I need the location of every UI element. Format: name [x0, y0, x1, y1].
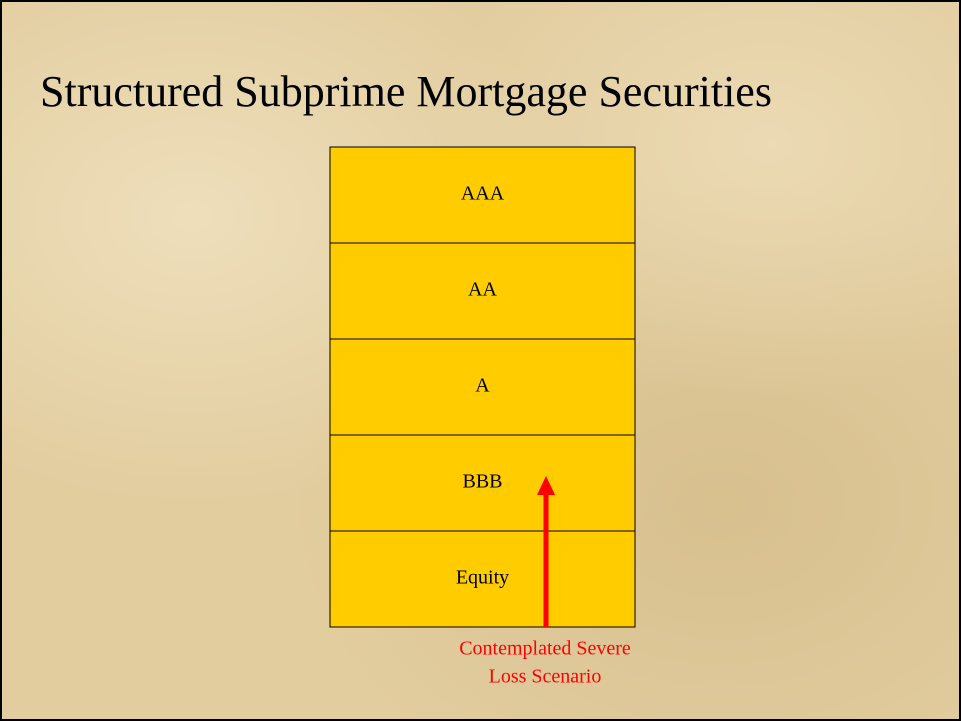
tranche-label: Equity [456, 567, 509, 589]
tranche-label: AA [468, 279, 497, 301]
tranche-label: A [475, 375, 490, 397]
annotation-line: Contemplated Severe [459, 638, 631, 660]
loss-arrow-head [537, 476, 555, 495]
tranche [329, 530, 636, 628]
slide-title: Structured Subprime Mortgage Securities [40, 67, 772, 116]
tranche-label: AAA [461, 183, 505, 205]
tranche-label: BBB [462, 471, 502, 493]
annotation-line: Loss Scenario [489, 666, 602, 688]
